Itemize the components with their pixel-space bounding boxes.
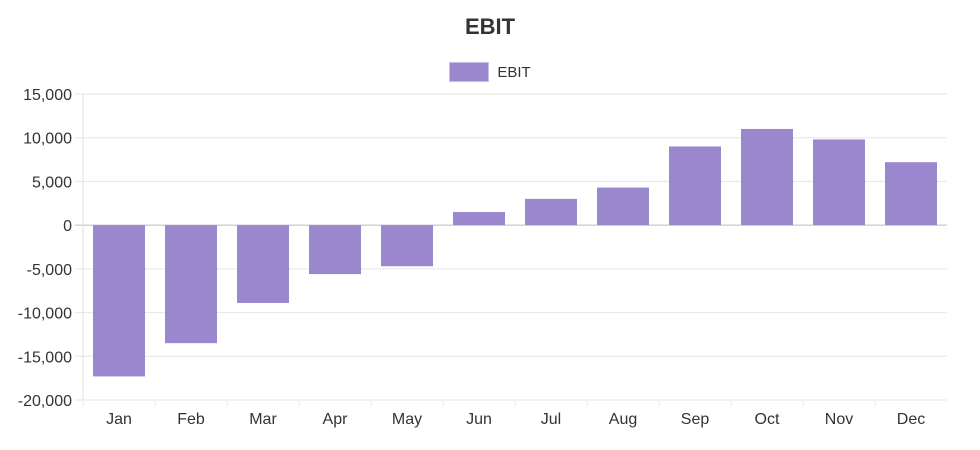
x-tick-label: Sep bbox=[681, 411, 710, 428]
chart-title: EBIT bbox=[464, 14, 516, 39]
legend-label: EBIT bbox=[497, 63, 531, 81]
x-tick-label: May bbox=[392, 411, 422, 428]
y-tick-label: -20,000 bbox=[18, 393, 72, 410]
y-tick-label: -15,000 bbox=[18, 349, 72, 366]
y-tick-label: -10,000 bbox=[18, 306, 72, 323]
x-tick-label: Feb bbox=[177, 411, 205, 428]
bar[interactable] bbox=[669, 146, 721, 226]
x-tick-label: Aug bbox=[609, 411, 637, 428]
x-tick-label: Apr bbox=[323, 411, 349, 428]
y-tick-label: 0 bbox=[63, 218, 72, 235]
x-tick-label: Mar bbox=[249, 411, 277, 428]
bar[interactable] bbox=[165, 225, 217, 344]
x-tick-label: Oct bbox=[755, 411, 780, 428]
x-tick-label: Dec bbox=[897, 411, 925, 428]
bar[interactable] bbox=[525, 198, 577, 226]
bar[interactable] bbox=[597, 187, 649, 226]
y-tick-label: 15,000 bbox=[23, 87, 72, 104]
bar[interactable] bbox=[381, 225, 433, 267]
bar[interactable] bbox=[813, 139, 865, 226]
bar[interactable] bbox=[885, 162, 937, 226]
legend-swatch bbox=[449, 62, 490, 82]
x-tick-label: Jul bbox=[541, 411, 561, 428]
bar[interactable] bbox=[453, 212, 505, 226]
bar[interactable] bbox=[237, 225, 289, 303]
y-tick-label: -5,000 bbox=[27, 262, 72, 279]
bar[interactable] bbox=[309, 225, 361, 275]
x-tick-label: Jan bbox=[106, 411, 132, 428]
bar[interactable] bbox=[93, 225, 145, 377]
legend[interactable]: EBIT bbox=[0, 62, 980, 82]
y-tick-label: 10,000 bbox=[23, 131, 72, 148]
x-tick-label: Jun bbox=[466, 411, 492, 428]
bar[interactable] bbox=[741, 128, 793, 226]
x-tick-label: Nov bbox=[825, 411, 853, 428]
y-tick-label: 5,000 bbox=[32, 174, 72, 191]
